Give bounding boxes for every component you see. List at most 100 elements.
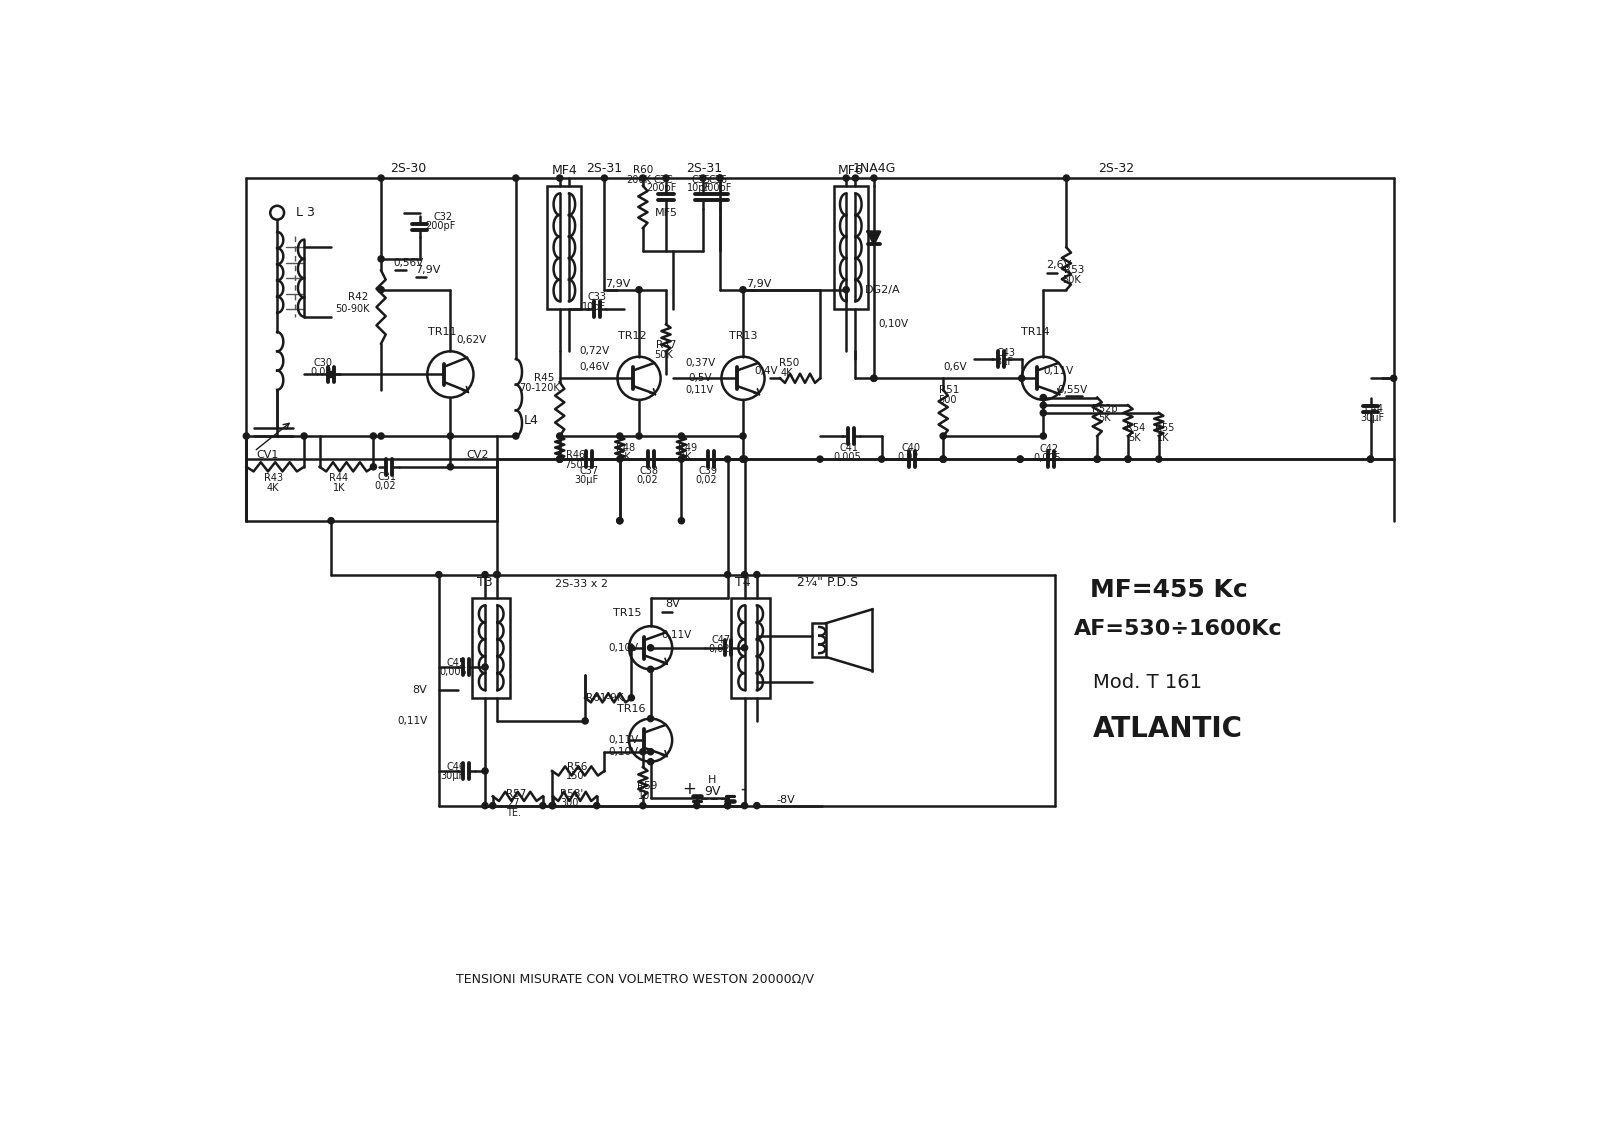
- Circle shape: [370, 433, 376, 439]
- Circle shape: [435, 571, 442, 578]
- Circle shape: [482, 571, 488, 578]
- Text: 0,005: 0,005: [1034, 454, 1061, 464]
- Text: 0,62V: 0,62V: [458, 335, 486, 345]
- Text: R55: R55: [1155, 423, 1174, 433]
- Text: 0,02: 0,02: [374, 481, 395, 491]
- Text: 50K: 50K: [654, 351, 674, 360]
- Circle shape: [1040, 395, 1046, 400]
- Text: 0,72V: 0,72V: [579, 346, 610, 356]
- Text: C33: C33: [587, 293, 606, 302]
- Bar: [547, 185, 581, 309]
- Circle shape: [725, 803, 731, 809]
- Circle shape: [648, 666, 654, 673]
- Text: C30: C30: [314, 357, 333, 368]
- Circle shape: [717, 175, 723, 181]
- Text: Mod. T 161: Mod. T 161: [1093, 673, 1202, 692]
- Circle shape: [1019, 375, 1026, 381]
- Text: 30μF: 30μF: [1360, 413, 1384, 423]
- Circle shape: [739, 456, 746, 463]
- Text: C36: C36: [709, 174, 728, 184]
- Text: 1K: 1K: [1157, 432, 1170, 442]
- Circle shape: [482, 803, 488, 809]
- Circle shape: [635, 286, 642, 293]
- Circle shape: [616, 456, 622, 463]
- Circle shape: [482, 768, 488, 774]
- Circle shape: [678, 433, 685, 439]
- Text: TE.: TE.: [506, 808, 522, 818]
- Text: TR11: TR11: [429, 327, 458, 337]
- Circle shape: [725, 456, 731, 463]
- Text: C37: C37: [579, 466, 598, 476]
- Circle shape: [243, 433, 250, 439]
- Circle shape: [1018, 456, 1024, 463]
- Circle shape: [301, 433, 307, 439]
- Circle shape: [557, 175, 563, 181]
- Text: R47: R47: [656, 340, 677, 351]
- Text: 0,55V: 0,55V: [1058, 385, 1088, 395]
- Circle shape: [557, 456, 563, 463]
- Circle shape: [741, 803, 747, 809]
- Circle shape: [1368, 456, 1374, 463]
- Circle shape: [941, 433, 946, 439]
- Text: TR13: TR13: [728, 331, 757, 340]
- Text: 2¼" P.D.S: 2¼" P.D.S: [797, 576, 858, 589]
- Circle shape: [539, 803, 546, 809]
- Circle shape: [1368, 456, 1374, 463]
- Text: +: +: [682, 779, 696, 797]
- Text: ATLANTIC: ATLANTIC: [1093, 715, 1243, 743]
- Text: 30μF: 30μF: [574, 475, 598, 485]
- Text: 10pF: 10pF: [686, 183, 710, 193]
- Text: 10pF: 10pF: [582, 302, 606, 312]
- Text: R42: R42: [347, 293, 368, 302]
- Text: 0,02: 0,02: [310, 368, 331, 377]
- Text: 2S-31: 2S-31: [686, 162, 723, 174]
- Text: 300: 300: [560, 798, 579, 809]
- Text: 0,02: 0,02: [696, 475, 717, 485]
- Text: 0,11V: 0,11V: [662, 630, 691, 640]
- Text: 0,11V: 0,11V: [1043, 365, 1074, 375]
- Circle shape: [678, 518, 685, 524]
- Text: C40: C40: [901, 442, 920, 452]
- Circle shape: [1040, 433, 1046, 439]
- Text: 50K: 50K: [1062, 276, 1082, 285]
- Bar: [813, 623, 826, 657]
- Text: C43: C43: [997, 348, 1016, 357]
- Text: CV1: CV1: [256, 450, 278, 460]
- Text: 0,37V: 0,37V: [685, 357, 715, 368]
- Text: C35: C35: [691, 174, 710, 184]
- Text: R50: R50: [779, 357, 800, 368]
- Text: 9V: 9V: [704, 785, 720, 798]
- Circle shape: [378, 256, 384, 262]
- Circle shape: [1018, 456, 1024, 463]
- Text: TR12: TR12: [618, 331, 646, 340]
- Circle shape: [941, 456, 946, 463]
- Text: MF6: MF6: [838, 164, 864, 176]
- Text: 5K: 5K: [618, 451, 630, 461]
- Text: TR14: TR14: [1021, 327, 1050, 337]
- Circle shape: [640, 175, 646, 181]
- Text: C47: C47: [712, 636, 731, 645]
- Text: 2S-31: 2S-31: [586, 162, 622, 174]
- Circle shape: [741, 571, 747, 578]
- Text: DG2/A: DG2/A: [866, 285, 901, 295]
- Text: 30μF: 30μF: [440, 771, 464, 782]
- Text: R57: R57: [506, 789, 526, 800]
- Circle shape: [557, 456, 563, 463]
- Text: 150: 150: [566, 771, 584, 782]
- Circle shape: [370, 464, 376, 469]
- Text: R56: R56: [568, 762, 587, 772]
- Text: R45: R45: [534, 373, 555, 383]
- Text: 0,56V: 0,56V: [394, 258, 422, 268]
- Circle shape: [853, 175, 859, 181]
- Text: 8V: 8V: [413, 685, 427, 696]
- Circle shape: [616, 433, 622, 439]
- Text: AF=530÷1600Kc: AF=530÷1600Kc: [1074, 619, 1283, 639]
- Circle shape: [739, 433, 746, 439]
- Circle shape: [1125, 456, 1131, 463]
- Text: 1K: 1K: [333, 483, 346, 493]
- Text: 750: 750: [565, 459, 582, 469]
- Text: 0,11V: 0,11V: [608, 735, 638, 745]
- Text: 2S-32: 2S-32: [1098, 162, 1134, 174]
- Circle shape: [629, 694, 635, 701]
- Circle shape: [582, 718, 589, 724]
